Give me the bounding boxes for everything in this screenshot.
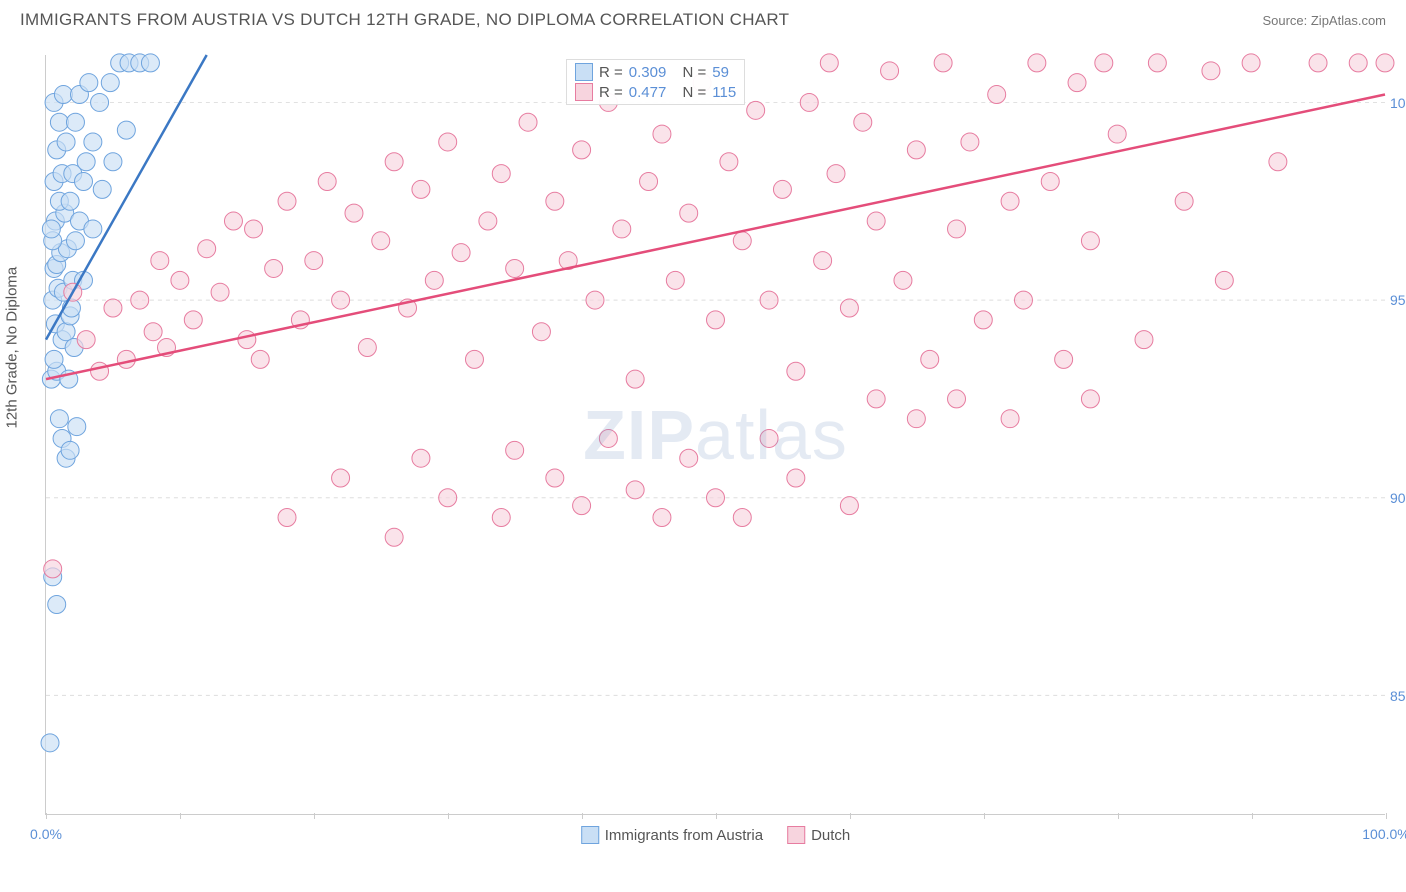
y-tick-label: 95.0% [1390,292,1406,308]
swatch-icon [575,63,593,81]
y-tick-label: 90.0% [1390,490,1406,506]
stats-row-series-1: R = 0.477 N = 115 [573,82,738,102]
legend-label-1: Dutch [811,827,850,844]
y-tick-label: 85.0% [1390,688,1406,704]
swatch-icon [581,826,599,844]
legend-item-0: Immigrants from Austria [581,826,763,844]
legend-item-1: Dutch [787,826,850,844]
y-tick-label: 100.0% [1390,95,1406,111]
bottom-legend: Immigrants from Austria Dutch [581,826,851,844]
x-tick-label: 100.0% [1362,826,1406,842]
n-value-1: 115 [712,84,736,101]
stats-legend-box: R = 0.309 N = 59 R = 0.477 N = 115 [566,59,745,105]
chart-title: IMMIGRANTS FROM AUSTRIA VS DUTCH 12TH GR… [20,10,789,30]
scatter-svg [46,55,1385,814]
source-attribution: Source: ZipAtlas.com [1262,13,1386,28]
swatch-icon [575,83,593,101]
stats-row-series-0: R = 0.309 N = 59 [573,62,738,82]
n-value-0: 59 [712,64,729,81]
chart-plot-area: ZIPatlas R = 0.309 N = 59 R = 0.477 N = … [45,55,1385,815]
x-tick-label: 0.0% [30,826,62,842]
legend-label-0: Immigrants from Austria [605,827,763,844]
swatch-icon [787,826,805,844]
y-axis-title: 12th Grade, No Diploma [4,267,21,429]
r-value-0: 0.309 [629,64,667,81]
r-value-1: 0.477 [629,84,667,101]
